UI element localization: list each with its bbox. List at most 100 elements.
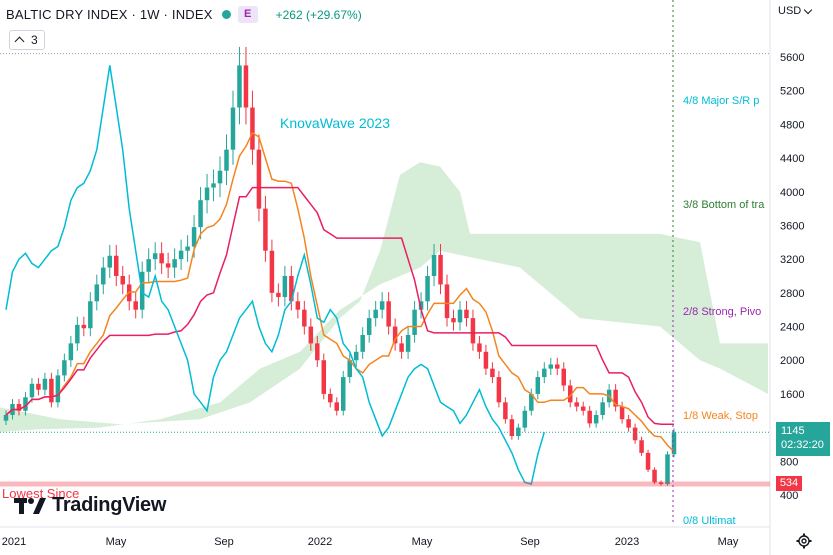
market-status-dot xyxy=(221,10,231,19)
candle-body xyxy=(399,343,404,352)
candle-body xyxy=(470,318,476,344)
y-tick-label: 2400 xyxy=(780,322,804,334)
currency-label: USD xyxy=(778,5,802,17)
tradingview-logo-icon xyxy=(14,497,46,514)
candle-body xyxy=(613,389,618,407)
currency-selector[interactable]: USD xyxy=(778,5,813,17)
candle-body xyxy=(490,368,495,378)
candle-body xyxy=(191,227,197,247)
candle-body xyxy=(159,253,164,264)
candle-body xyxy=(671,432,677,455)
candle-body xyxy=(3,414,9,421)
candle-body xyxy=(302,309,307,327)
last-price-value: 1145 xyxy=(781,425,805,437)
candle-body xyxy=(392,326,398,344)
candle-body xyxy=(49,378,54,403)
lagging-span-line xyxy=(5,65,546,486)
low-band xyxy=(0,481,770,487)
x-tick-label: May xyxy=(412,536,433,548)
candle-body xyxy=(328,393,333,403)
candle-body xyxy=(107,255,113,268)
candle-body xyxy=(133,301,138,310)
y-tick-label: 4000 xyxy=(780,187,804,199)
candle-body xyxy=(165,263,171,268)
symbol-title[interactable]: BALTIC DRY INDEX · 1W · INDEX xyxy=(6,7,213,22)
indicator-count: 3 xyxy=(31,33,38,47)
candle-body xyxy=(496,377,502,403)
candle-body xyxy=(522,410,528,428)
x-tick-label: May xyxy=(106,536,127,548)
gear-icon[interactable] xyxy=(796,533,812,549)
candle-body xyxy=(464,309,469,319)
tradingview-wordmark: TradingView xyxy=(52,494,167,516)
candle-body xyxy=(431,254,437,276)
candle-body xyxy=(639,440,644,453)
candle-body xyxy=(185,246,190,251)
candle-body xyxy=(295,301,301,310)
candle-body xyxy=(315,343,320,361)
candle-body xyxy=(146,259,151,272)
candle-body xyxy=(256,149,262,209)
candle-body xyxy=(373,309,378,319)
candle-body xyxy=(243,65,249,108)
candle-body xyxy=(347,360,352,378)
chevron-down-icon xyxy=(803,5,813,14)
candle-body xyxy=(658,482,664,485)
candle-body xyxy=(250,107,255,150)
candle-body xyxy=(88,301,93,329)
tradingview-logo[interactable]: TradingView xyxy=(14,494,166,517)
candle-body xyxy=(477,343,482,352)
candle-body xyxy=(269,250,275,293)
candle-body xyxy=(567,385,573,403)
candle-body xyxy=(542,368,547,378)
y-tick-label: 400 xyxy=(780,490,798,502)
candle-body xyxy=(289,276,294,302)
candle-body xyxy=(444,284,450,319)
candle-body xyxy=(580,406,586,411)
y-tick-label: 5600 xyxy=(780,52,804,64)
candle-body xyxy=(535,377,541,394)
candle-body xyxy=(217,170,223,184)
candle-body xyxy=(152,253,158,260)
candle-body xyxy=(386,301,391,327)
candle-body xyxy=(379,301,385,310)
candle-body xyxy=(224,149,229,171)
candle-body xyxy=(94,284,100,302)
candle-body xyxy=(652,469,657,483)
candle-body xyxy=(172,259,177,268)
x-tick-label: May xyxy=(718,536,739,548)
candle-body xyxy=(55,375,61,403)
y-tick-label: 3600 xyxy=(780,220,804,232)
candle-body xyxy=(665,454,670,485)
candle-body xyxy=(334,402,340,411)
candle-body xyxy=(483,351,489,369)
candle-body xyxy=(198,200,203,228)
candle-body xyxy=(36,383,41,390)
ichimoku-cloud xyxy=(0,162,768,432)
x-tick-label: Sep xyxy=(214,536,234,548)
y-tick-label: 5200 xyxy=(780,86,804,98)
x-tick-label: 2023 xyxy=(615,536,639,548)
candle-body xyxy=(425,276,430,302)
earnings-badge[interactable]: E xyxy=(237,6,258,23)
candle-body xyxy=(263,208,268,251)
candle-body xyxy=(120,276,125,285)
candle-body xyxy=(353,351,359,361)
candle-body xyxy=(509,419,515,437)
candle-body xyxy=(418,301,424,310)
chart-annotation-title: KnovaWave 2023 xyxy=(280,115,390,131)
candle-body xyxy=(204,187,210,201)
candle-body xyxy=(593,414,599,424)
candle-body xyxy=(68,343,74,361)
murrey-level-label: 4/8 Major S/R p xyxy=(683,95,759,107)
x-tick-label: 2021 xyxy=(2,536,26,548)
candle-body xyxy=(548,364,554,369)
candle-body xyxy=(282,276,288,298)
candle-body xyxy=(308,326,314,344)
murrey-level-label: 2/8 Strong, Pivo xyxy=(683,306,761,318)
indicator-toggle-button[interactable]: 3 xyxy=(9,30,45,50)
last-price-label: 1145 02:32:20 xyxy=(776,422,830,456)
y-tick-label: 3200 xyxy=(780,254,804,266)
candle-body xyxy=(62,360,67,376)
